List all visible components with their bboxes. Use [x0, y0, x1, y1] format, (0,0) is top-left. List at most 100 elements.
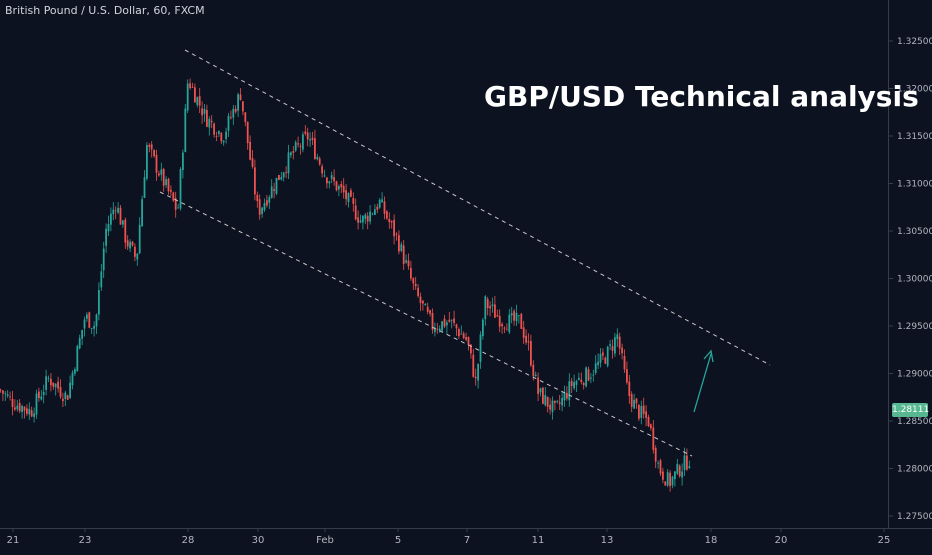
candle-body [410, 268, 412, 279]
candle-body [611, 346, 614, 351]
candle-body [222, 140, 225, 143]
candle-body [206, 109, 208, 127]
candle-body [290, 152, 292, 156]
candle-body [105, 228, 107, 246]
candle-body [542, 387, 544, 404]
candle-body [340, 184, 343, 188]
candle-body [477, 363, 479, 381]
y-tick-label: 1.27500 [897, 512, 932, 522]
candle-body [158, 173, 160, 176]
candle-body [362, 216, 364, 223]
candle-body [626, 369, 628, 383]
candle-body [664, 481, 667, 486]
candle-body [251, 157, 254, 167]
candle-body [191, 87, 194, 88]
candle-body [71, 372, 74, 386]
candle-body [426, 306, 429, 312]
candle-body [585, 367, 587, 387]
candle-body [570, 381, 573, 386]
candle-body [486, 299, 489, 309]
candle-body [354, 205, 357, 220]
candle-body [66, 395, 69, 400]
candle-body [16, 405, 19, 410]
candle-body [563, 392, 566, 401]
candle-body [573, 382, 575, 389]
candle-body [491, 304, 494, 307]
candle-body [460, 333, 463, 335]
candle-body [316, 157, 319, 160]
candle-body [638, 404, 640, 419]
candle-body [237, 94, 239, 111]
candle-body [676, 463, 679, 474]
candle-body [462, 333, 465, 339]
candle-body [357, 217, 359, 223]
candle-body [117, 207, 119, 213]
candle-body [657, 462, 659, 464]
candle-body [21, 405, 23, 413]
candle-body [498, 315, 501, 327]
candle-body [352, 198, 355, 204]
candle-body [623, 356, 626, 370]
candle-body [474, 376, 477, 379]
candle-body [431, 312, 434, 330]
candle-body [278, 175, 280, 180]
candle-body [434, 329, 436, 333]
lower-channel-line[interactable] [159, 191, 693, 457]
candle-body [124, 219, 127, 243]
candle-body [393, 219, 395, 237]
y-tick-label: 1.30000 [897, 275, 932, 285]
candle-body [489, 306, 491, 309]
candle-body [129, 242, 131, 249]
candle-body [153, 149, 155, 157]
candle-body [35, 393, 38, 415]
candle-body [453, 318, 455, 323]
candle-body [455, 324, 458, 329]
candle-body [150, 144, 153, 150]
candle-body [256, 194, 259, 201]
candle-body [246, 121, 249, 144]
candle-body [513, 311, 515, 321]
candle-body [527, 341, 530, 343]
candle-body [642, 405, 645, 414]
candle-body [530, 341, 532, 366]
candle-body [83, 319, 86, 329]
candle-body [338, 186, 340, 190]
candle-body [383, 201, 386, 214]
candle-body [407, 260, 410, 267]
candle-body [388, 219, 391, 223]
candle-body [525, 335, 527, 343]
candle-body [515, 312, 518, 322]
candle-body [14, 407, 16, 410]
candle-body [314, 138, 316, 159]
x-tick-label: 13 [601, 535, 614, 546]
candle-body [167, 178, 170, 192]
candle-body [534, 374, 537, 377]
candle-body [539, 388, 542, 393]
candle-body [484, 296, 487, 320]
candle-body [594, 363, 597, 373]
candle-body [23, 406, 26, 411]
candle-body [662, 471, 664, 480]
candle-body [508, 314, 511, 333]
symbol-title[interactable]: British Pound / U.S. Dollar, 60, FXCM [5, 4, 205, 17]
candle-body [162, 169, 165, 186]
candle-body [194, 87, 196, 103]
candle-body [143, 177, 146, 198]
candle-body [652, 427, 655, 450]
candle-body [11, 398, 14, 408]
candle-body [270, 186, 273, 198]
upper-channel-line[interactable] [184, 49, 771, 366]
candle-body [292, 151, 295, 153]
candle-body [47, 378, 50, 380]
candle-body [165, 179, 167, 186]
candle-body [273, 189, 275, 191]
candle-body [400, 244, 403, 251]
candle-body [429, 310, 431, 314]
candle-body [654, 447, 657, 462]
candle-body [50, 378, 52, 386]
candle-body [347, 193, 350, 203]
candle-body [650, 424, 652, 429]
bullish-arrow-line[interactable] [693, 353, 712, 413]
